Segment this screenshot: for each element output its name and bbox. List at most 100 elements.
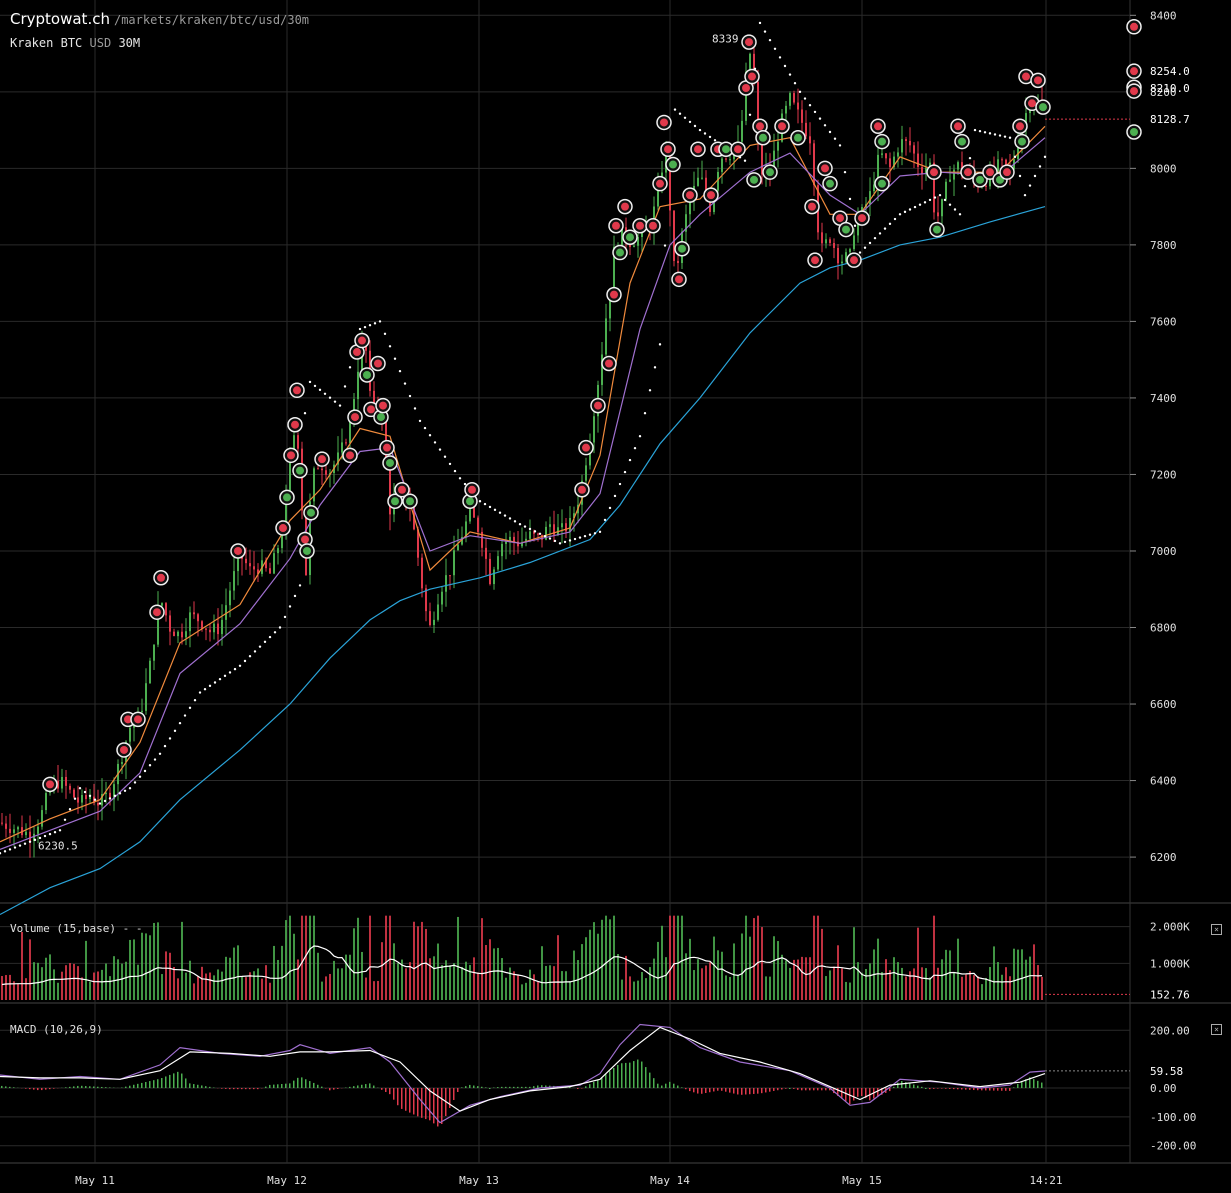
macd-hist-bar — [257, 1088, 259, 1090]
macd-hist-bar — [729, 1088, 731, 1093]
psar-dot — [1008, 136, 1012, 139]
volume-bar — [145, 933, 147, 1000]
volume-bar — [725, 975, 727, 1000]
macd-hist-bar — [537, 1085, 539, 1088]
psar-dot — [118, 792, 122, 795]
y-tick-label: 6400 — [1150, 775, 1177, 788]
psar-dot — [453, 469, 457, 473]
volume-bar — [953, 972, 955, 1000]
volume-bar — [1033, 944, 1035, 1000]
psar-dot — [588, 533, 592, 536]
volume-bar — [53, 969, 55, 1000]
macd-hist-bar — [225, 1088, 227, 1089]
psar-dot — [78, 787, 82, 790]
macd-hist-bar — [357, 1085, 359, 1088]
macd-hist-bar — [841, 1088, 843, 1099]
macd-hist-bar — [277, 1084, 279, 1088]
volume-close-icon[interactable]: × — [1211, 924, 1222, 935]
candle-body — [249, 563, 251, 567]
volume-bar — [761, 927, 763, 1000]
trade-marker-dot — [293, 386, 301, 395]
volume-bar — [293, 933, 295, 1000]
macd-hist-bar — [465, 1086, 467, 1088]
macd-hist-bar — [209, 1086, 211, 1088]
brand-logo[interactable]: Cryptowat.ch — [10, 10, 110, 28]
volume-bar — [553, 966, 555, 1000]
volume-bar — [205, 973, 207, 1000]
macd-hist-bar — [441, 1088, 443, 1124]
trade-marker-dot — [363, 370, 371, 379]
psar-dot — [483, 502, 487, 506]
volume-bar — [909, 971, 911, 1000]
macd-hist-bar — [421, 1088, 423, 1118]
macd-hist-bar — [153, 1080, 155, 1088]
macd-hist-bar — [369, 1083, 371, 1088]
y-tick-label: 7000 — [1150, 545, 1177, 558]
psar-dot — [103, 799, 107, 803]
macd-hist-bar — [1009, 1088, 1011, 1091]
axis-marker-dot — [1130, 128, 1138, 137]
psar-dot — [653, 366, 657, 369]
candle-body — [917, 153, 919, 167]
trade-marker-dot — [874, 122, 882, 131]
trade-markers — [42, 19, 1142, 793]
macd-hist-bar — [13, 1087, 15, 1088]
macd-hist-bar — [237, 1088, 239, 1090]
volume-ma-line — [1, 945, 1043, 986]
trade-marker-dot — [745, 38, 753, 47]
trade-marker-dot — [675, 275, 683, 284]
macd-hist-bar — [205, 1086, 207, 1088]
candle-body — [557, 527, 559, 535]
macd-close-icon[interactable]: × — [1211, 1024, 1222, 1035]
candle-body — [197, 614, 199, 622]
trade-marker-dot — [811, 256, 819, 265]
psar-dot — [278, 626, 282, 629]
ema-mid-line — [0, 137, 1046, 850]
macd-hist-bar — [33, 1088, 35, 1090]
macd-hist-bar — [989, 1088, 991, 1091]
macd-hist-bar — [361, 1084, 363, 1088]
candle-body — [849, 249, 851, 253]
macd-hist-bar — [145, 1082, 147, 1088]
candle-body — [721, 158, 723, 172]
trade-marker-dot — [976, 175, 984, 184]
volume-bar — [441, 965, 443, 1000]
volume-bar — [669, 915, 671, 1000]
candle-body — [717, 171, 719, 191]
volume-bar — [865, 968, 867, 1000]
psar-dot — [348, 366, 352, 369]
macd-hist-bar — [985, 1088, 987, 1091]
candle-body — [613, 246, 615, 289]
candle-body — [213, 623, 215, 633]
macd-tick-label: 200.00 — [1150, 1024, 1190, 1037]
volume-bar — [717, 950, 719, 1000]
volume-bar — [709, 962, 711, 1000]
volume-bar — [985, 977, 987, 1000]
macd-hist-bar — [541, 1085, 543, 1088]
trade-marker-dot — [346, 451, 354, 460]
volume-tick-label: 1.000K — [1150, 957, 1190, 970]
volume-bar — [253, 971, 255, 1000]
candle-body — [929, 162, 931, 168]
candle-body — [873, 184, 875, 192]
psar-dot — [198, 691, 202, 694]
psar-dot — [143, 769, 147, 773]
psar-dot — [378, 320, 382, 323]
candle-body — [73, 789, 75, 798]
psar-dot — [383, 332, 387, 336]
volume-bar — [929, 977, 931, 1000]
volume-bar — [85, 940, 87, 1000]
candle-body — [813, 143, 815, 186]
candle-body — [101, 794, 103, 806]
volume-bar — [1001, 974, 1003, 1000]
psar-dot — [33, 838, 37, 842]
candle-body — [913, 145, 915, 154]
volume-bar — [13, 981, 15, 1000]
psar-dot — [68, 808, 72, 811]
macd-hist-bar — [53, 1088, 55, 1089]
volume-bar — [357, 917, 359, 1000]
macd-hist-bar — [185, 1078, 187, 1088]
candle-body — [57, 780, 59, 789]
candle-body — [553, 524, 555, 535]
